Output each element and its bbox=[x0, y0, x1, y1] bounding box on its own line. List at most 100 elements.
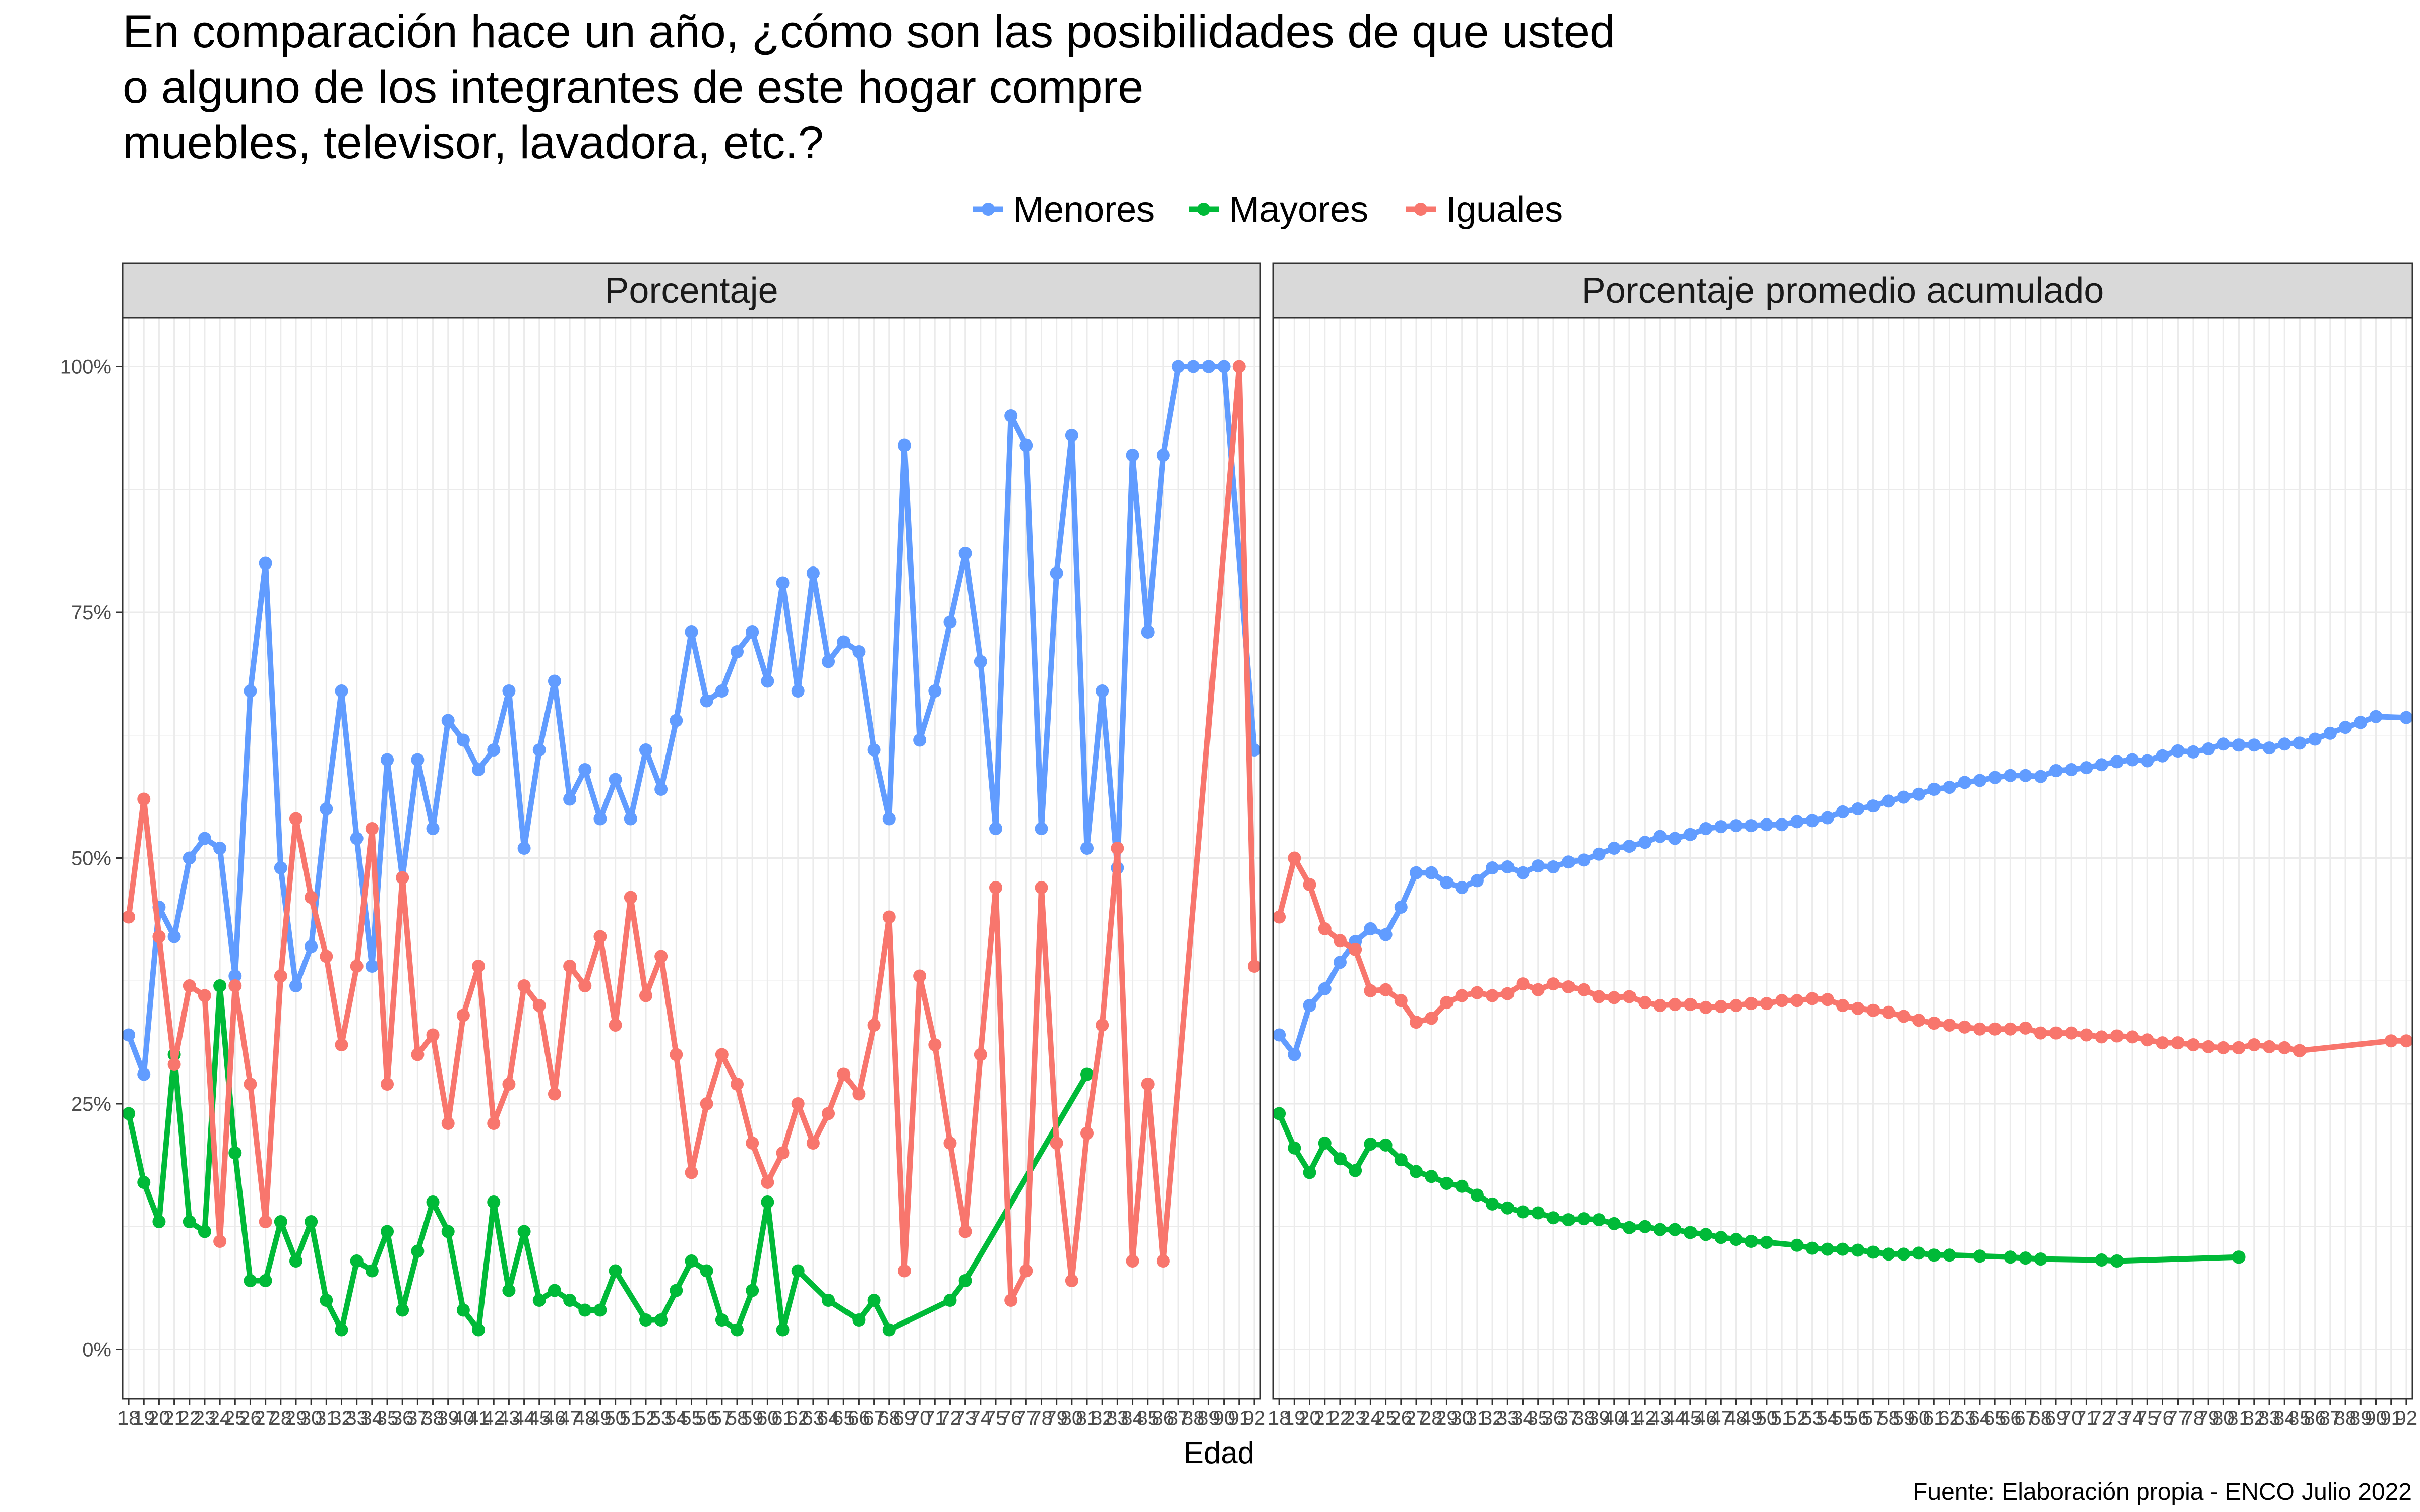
x-tick-label-63: 63 bbox=[802, 1407, 825, 1429]
panel-porcentaje-promedio-acumulado-x-ticks: 1819202122232425262728293031323334353637… bbox=[1268, 1399, 2417, 1429]
panel-porcentaje-series-iguales-point bbox=[670, 1048, 683, 1061]
x-tick-label-21: 21 bbox=[1313, 1407, 1336, 1429]
panel-porcentaje-series-menores-point bbox=[593, 812, 607, 826]
panel-porcentaje-series-iguales-point bbox=[731, 1078, 744, 1091]
panel-porcentaje-series-iguales-point bbox=[213, 1235, 227, 1248]
panel-porcentaje-promedio-acumulado-series-menores-point bbox=[2339, 721, 2352, 734]
x-tick-label-46: 46 bbox=[1695, 1407, 1717, 1429]
panel-porcentaje-promedio-acumulado-series-iguales-point bbox=[1501, 987, 1515, 1000]
panel-porcentaje-promedio-acumulado-series-iguales-point bbox=[1943, 1019, 1956, 1032]
panel-porcentaje-promedio-acumulado-series-iguales-point bbox=[1897, 1010, 1910, 1023]
x-tick-label-85: 85 bbox=[2288, 1407, 2311, 1429]
x-tick-label-71: 71 bbox=[924, 1407, 946, 1429]
x-tick-label-65: 65 bbox=[832, 1407, 855, 1429]
panel-porcentaje-promedio-acumulado-series-menores-point bbox=[1607, 842, 1621, 855]
panel-porcentaje-promedio-acumulado-series-iguales-point bbox=[2293, 1044, 2307, 1057]
panel-porcentaje-promedio-acumulado-series-mayores-point bbox=[1973, 1249, 1986, 1263]
panel-porcentaje-series-menores-point bbox=[943, 615, 957, 629]
panel-porcentaje-series-menores-point bbox=[335, 684, 348, 698]
panel-porcentaje-promedio-acumulado-series-mayores-point bbox=[1821, 1242, 1834, 1256]
panel-porcentaje-promedio-acumulado-series-menores-point bbox=[2004, 769, 2017, 782]
panel-porcentaje-promedio-acumulado-series-mayores-point bbox=[1440, 1176, 1454, 1190]
panel-porcentaje-series-mayores-point bbox=[517, 1225, 531, 1238]
panel-porcentaje-series-mayores-point bbox=[456, 1303, 470, 1317]
x-tick-label-27: 27 bbox=[254, 1407, 277, 1429]
panel-porcentaje-promedio-acumulado-series-menores-point bbox=[1394, 901, 1408, 914]
panel-porcentaje-promedio-acumulado-series-iguales-point bbox=[1623, 990, 1637, 1003]
panel-porcentaje-promedio-acumulado-series-iguales-point bbox=[2065, 1026, 2078, 1040]
panel-porcentaje-series-iguales-point bbox=[609, 1019, 622, 1032]
panel-porcentaje-series-mayores-point bbox=[365, 1264, 379, 1278]
panel-porcentaje-series-iguales-point bbox=[791, 1097, 805, 1110]
x-tick-label-32: 32 bbox=[330, 1407, 353, 1429]
panel-porcentaje-series-mayores-point bbox=[396, 1303, 409, 1317]
x-tick-label-73: 73 bbox=[2106, 1407, 2129, 1429]
panel-porcentaje-series-menores-point bbox=[426, 822, 440, 835]
panel-porcentaje-series-iguales-point bbox=[958, 1225, 972, 1238]
y-tick-label: 0% bbox=[82, 1339, 111, 1361]
panel-porcentaje-series-menores-point bbox=[685, 625, 698, 639]
panel-porcentaje-promedio-acumulado-series-mayores-point bbox=[1333, 1152, 1347, 1166]
panel-porcentaje-promedio-acumulado-series-mayores-point bbox=[1805, 1241, 1819, 1255]
x-tick-label-18: 18 bbox=[1268, 1407, 1291, 1429]
panel-porcentaje-promedio-acumulado-series-iguales-point bbox=[1607, 991, 1621, 1004]
x-tick-label-52: 52 bbox=[1786, 1407, 1808, 1429]
x-tick-label-61: 61 bbox=[771, 1407, 794, 1429]
panel-porcentaje-series-iguales-point bbox=[152, 930, 166, 943]
panel-porcentaje-series-iguales-point bbox=[1004, 1294, 1018, 1307]
panel-porcentaje-series-mayores-point bbox=[381, 1225, 394, 1238]
panel-porcentaje-promedio-acumulado-series-menores-point bbox=[2034, 770, 2047, 783]
panel-porcentaje-promedio-acumulado-series-menores-point bbox=[1973, 774, 1986, 787]
panel-porcentaje-series-menores-point bbox=[305, 940, 318, 953]
panel-porcentaje-series-iguales-point bbox=[1156, 1254, 1170, 1268]
x-tick-label-74: 74 bbox=[2121, 1407, 2144, 1429]
panel-porcentaje-promedio-acumulado-series-mayores-point bbox=[1760, 1235, 1773, 1249]
panel-porcentaje-series-iguales-point bbox=[563, 960, 577, 973]
panel-porcentaje-series-iguales-point bbox=[654, 950, 668, 963]
panel-porcentaje-series-menores-point bbox=[670, 714, 683, 727]
x-tick-label-21: 21 bbox=[163, 1407, 186, 1429]
panel-porcentaje-series-menores-point bbox=[609, 773, 622, 786]
x-tick-label-25: 25 bbox=[224, 1407, 247, 1429]
panel-porcentaje-series-iguales-point bbox=[746, 1137, 759, 1150]
panel-porcentaje-promedio-acumulado-series-mayores-point bbox=[1516, 1205, 1530, 1219]
x-tick-label-20: 20 bbox=[148, 1407, 170, 1429]
panel-porcentaje-promedio-acumulado-series-mayores-point bbox=[1531, 1206, 1545, 1220]
panel-porcentaje-series-menores-point bbox=[563, 792, 577, 806]
panel-porcentaje-series-menores-line bbox=[126, 364, 1257, 1077]
panel-porcentaje-promedio-acumulado-series-mayores-point bbox=[2095, 1253, 2108, 1267]
x-tick-label-58: 58 bbox=[726, 1407, 749, 1429]
x-tick-label-60: 60 bbox=[756, 1407, 779, 1429]
panel-porcentaje-series-iguales-point bbox=[1035, 881, 1048, 894]
x-tick-label-22: 22 bbox=[178, 1407, 201, 1429]
panel-porcentaje-promedio-acumulado-series-mayores-point bbox=[1592, 1213, 1606, 1227]
panel-porcentaje-promedio-acumulado-series-iguales-point bbox=[1349, 942, 1362, 956]
panel-porcentaje-series-iguales-point bbox=[806, 1137, 820, 1150]
x-tick-label-40: 40 bbox=[452, 1407, 475, 1429]
x-axis-title: Edad bbox=[1184, 1436, 1254, 1470]
x-tick-label-19: 19 bbox=[133, 1407, 155, 1429]
x-tick-label-36: 36 bbox=[1542, 1407, 1565, 1429]
panel-porcentaje-promedio-acumulado-series-iguales-point bbox=[2232, 1041, 2246, 1054]
panel-porcentaje-promedio-acumulado-series-menores-point bbox=[2232, 738, 2246, 752]
y-tick-label: 100% bbox=[60, 356, 111, 379]
panel-porcentaje-promedio-acumulado-series-mayores-point bbox=[1273, 1107, 1286, 1120]
panel-porcentaje-series-menores-point bbox=[532, 743, 546, 757]
panel-porcentaje-promedio-acumulado-series-mayores-point bbox=[1927, 1248, 1941, 1262]
panel-porcentaje-promedio-acumulado-series-iguales-point bbox=[1531, 983, 1545, 996]
panel-porcentaje-promedio-acumulado-series-iguales-point bbox=[2262, 1040, 2276, 1053]
panel-porcentaje-promedio-acumulado-series-menores-point bbox=[1866, 799, 1880, 813]
panel-porcentaje-promedio-acumulado-series-menores-point bbox=[1501, 860, 1515, 874]
panel-porcentaje-strip-label: Porcentaje bbox=[604, 271, 778, 311]
x-tick-label-49: 49 bbox=[589, 1407, 612, 1429]
panel-porcentaje-promedio-acumulado-series-menores-point bbox=[1668, 832, 1682, 845]
panel-porcentaje-series-menores-point bbox=[289, 979, 302, 992]
panel-porcentaje-promedio-acumulado-series-iguales-point bbox=[1410, 1016, 1423, 1029]
panel-porcentaje-series-menores-point bbox=[517, 842, 531, 855]
panel-porcentaje-promedio-acumulado-series-mayores-point bbox=[1638, 1220, 1652, 1233]
x-tick-label-87: 87 bbox=[2319, 1407, 2342, 1429]
panel-porcentaje-series-mayores-point bbox=[213, 979, 227, 992]
x-tick-label-24: 24 bbox=[1359, 1407, 1382, 1429]
x-tick-label-89: 89 bbox=[2349, 1407, 2372, 1429]
panel-porcentaje-series-menores-point bbox=[913, 733, 927, 747]
